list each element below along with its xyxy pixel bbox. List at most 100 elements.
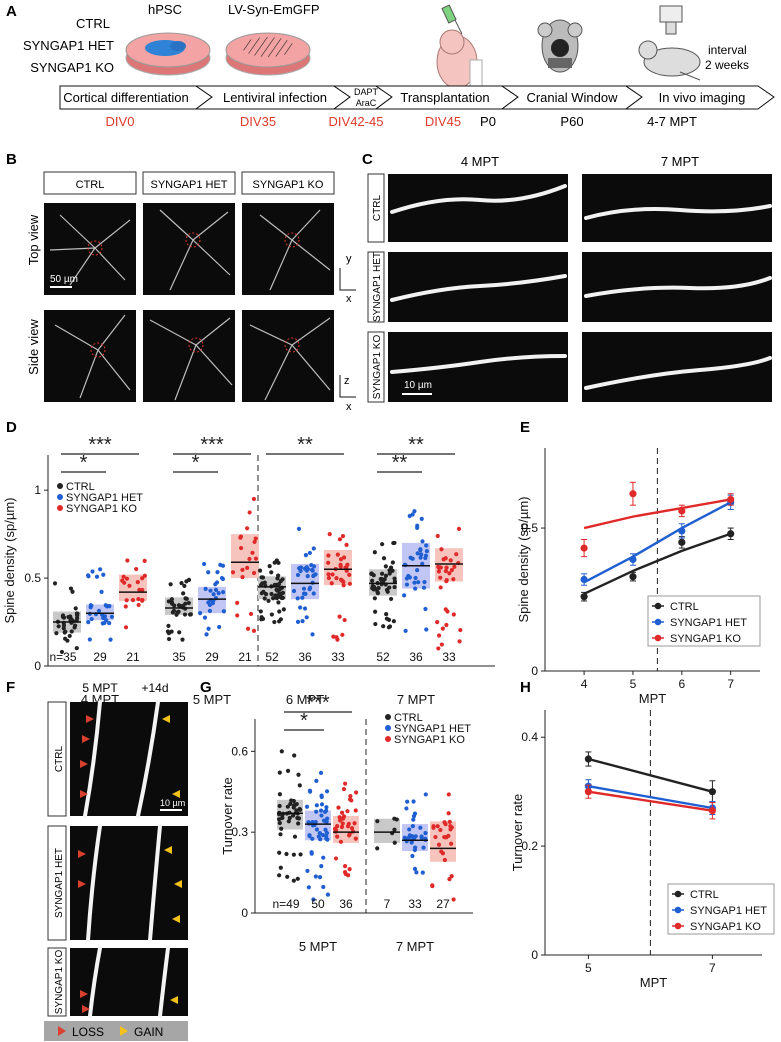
n-label: n=49: [272, 897, 299, 911]
c-row-het: SYNGAP1 HET: [372, 252, 383, 322]
c-col-4mpt: 4 MPT: [461, 154, 499, 169]
data-point: [135, 580, 140, 585]
data-point: [419, 516, 424, 521]
data-point: [296, 816, 302, 821]
n-label: 7: [384, 897, 391, 911]
data-point: [269, 612, 274, 617]
data-point: [279, 749, 284, 754]
legend-label: SYNGAP1 HET: [66, 492, 143, 504]
data-point: [319, 794, 324, 800]
data-point: [295, 619, 301, 624]
data-point: [296, 821, 301, 826]
panel-label-e: E: [520, 419, 530, 436]
data-point: [392, 584, 397, 590]
n-label: 36: [409, 650, 423, 664]
c-dendrite-images: [388, 174, 772, 402]
data-point: [285, 804, 290, 809]
data-point: [301, 586, 307, 591]
data-point: [379, 571, 385, 576]
data-point: [323, 827, 328, 832]
b-axis-x2: x: [346, 401, 352, 413]
data-point: [446, 811, 451, 816]
panel-label-d: D: [6, 419, 17, 436]
data-point: [177, 630, 182, 635]
data-point: [317, 875, 323, 880]
data-point: [421, 585, 427, 590]
data-point: [584, 755, 593, 763]
data-point: [371, 584, 377, 590]
data-point: [323, 819, 328, 824]
significance-stars: ***: [200, 434, 224, 456]
data-point: [206, 570, 211, 575]
y-tick-label: 1: [34, 483, 41, 497]
y-tick-label: 0.5: [24, 571, 41, 585]
data-point: [277, 850, 282, 855]
data-point: [86, 574, 91, 579]
data-point: [372, 550, 377, 555]
panel-c: 4 MPT 7 MPT CTRL SYNGAP1 HET SYNGAP1 KO: [367, 154, 772, 403]
data-point: [179, 580, 184, 586]
data-point: [184, 579, 189, 584]
timepoint-div42-45: DIV42-45: [329, 114, 384, 129]
data-point: [303, 553, 309, 558]
data-point: [280, 577, 285, 582]
timepoint-div35: DIV35: [240, 114, 276, 129]
panel-e-chart: 0 0.5 4 5 6 7 MPT Spine density (sp/µm) CTRL SYNG…: [516, 448, 761, 706]
data-point: [449, 567, 455, 573]
legend-label: CTRL: [670, 601, 699, 613]
data-point: [447, 877, 452, 882]
data-point: [307, 833, 312, 839]
data-point: [345, 824, 351, 829]
data-point: [52, 581, 58, 586]
data-point: [253, 536, 258, 541]
gain-marker-icon: [120, 1026, 128, 1036]
data-point: [211, 592, 216, 597]
significance-stars: **: [392, 452, 408, 474]
data-point: [412, 509, 417, 514]
data-point: [335, 824, 340, 829]
n-label: 29: [93, 650, 107, 664]
data-point: [337, 815, 342, 820]
panel-label-a: A: [6, 3, 17, 20]
data-point: [394, 817, 399, 822]
y-axis-label: Spine density (sp/µm): [2, 498, 17, 624]
f-legend-gain: GAIN: [134, 1025, 163, 1039]
data-point: [337, 537, 343, 542]
y-tick-label: 0.4: [521, 730, 538, 744]
data-point: [124, 598, 129, 603]
data-point: [403, 628, 408, 633]
data-point: [306, 885, 311, 890]
data-point: [370, 578, 375, 583]
data-point: [314, 778, 319, 784]
y-axis-label: Spine density (sp/µm): [516, 497, 531, 623]
data-point: [447, 571, 452, 576]
data-point: [274, 582, 280, 588]
data-point: [392, 827, 397, 832]
significance-stars: **: [297, 434, 313, 456]
data-point: [96, 608, 102, 614]
data-point: [331, 634, 336, 639]
panel-h-chart: 0 0.2 0.4 5 7 MPT Turnover rate CTRL SYNGAP1 HET…: [510, 710, 775, 990]
data-point: [411, 799, 416, 804]
data-point: [248, 611, 254, 617]
panel-label-g: G: [200, 679, 212, 696]
data-point: [291, 813, 296, 818]
y-tick-label: 0.6: [231, 744, 248, 758]
data-point: [449, 841, 454, 846]
data-point: [391, 619, 396, 624]
x-axis-label: MPT: [639, 691, 667, 706]
data-point: [262, 596, 267, 601]
data-point: [384, 616, 389, 621]
data-point: [405, 799, 410, 804]
data-point: [353, 836, 358, 841]
data-point: [269, 591, 274, 597]
series-line: [588, 785, 713, 810]
data-point: [438, 585, 443, 590]
data-point: [302, 606, 308, 611]
data-point: [404, 582, 410, 587]
data-point: [420, 561, 425, 566]
y-tick-label: 0: [531, 664, 538, 678]
data-point: [247, 556, 252, 562]
c-scale-bar-label: 10 µm: [404, 380, 432, 391]
data-point: [424, 627, 429, 632]
